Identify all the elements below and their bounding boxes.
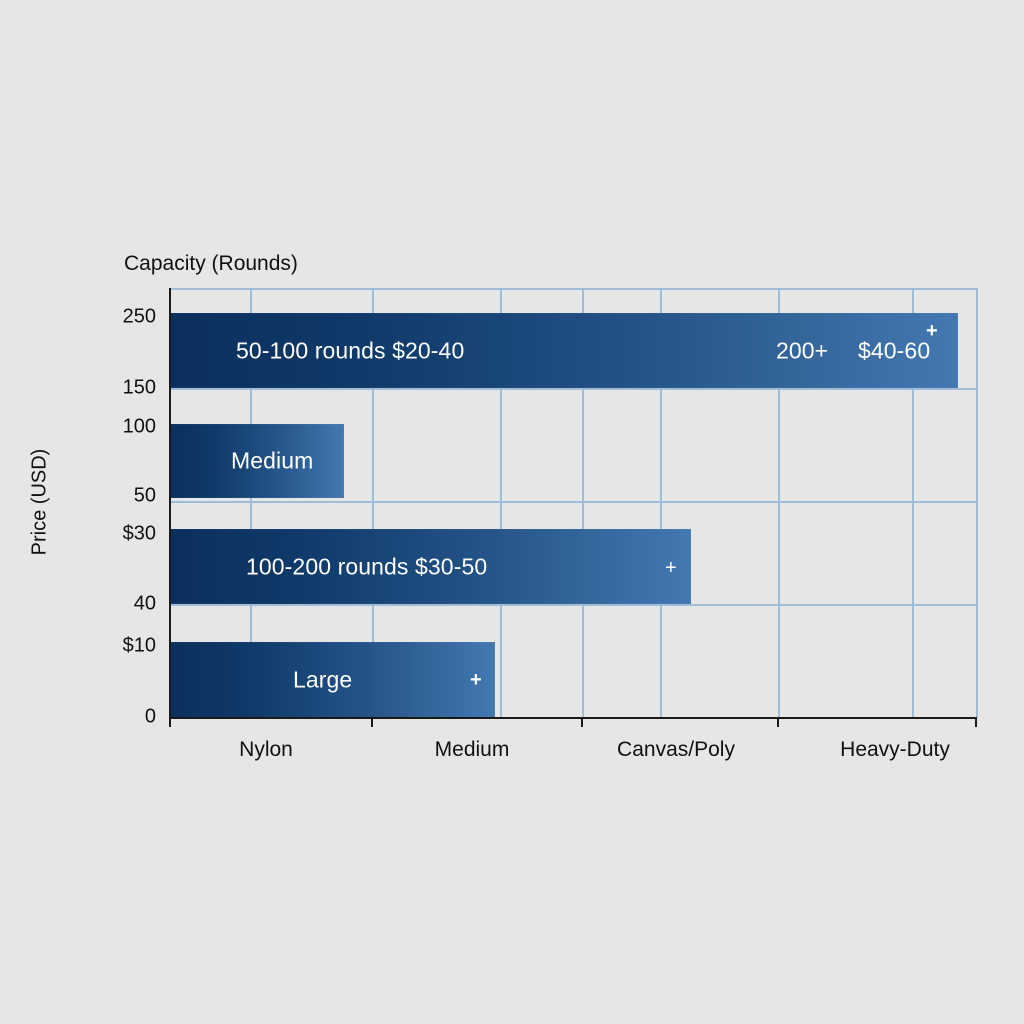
- x-tick-label: Heavy-Duty: [840, 738, 950, 761]
- x-tick-mark: [581, 719, 583, 727]
- bar-secondary-label: 200+: [776, 337, 829, 363]
- y-tick-label: $30: [122, 522, 156, 545]
- x-axis-line: [169, 717, 977, 719]
- bar-tertiary-label: $40-60: [858, 337, 931, 363]
- y-tick-label: $10: [122, 634, 156, 657]
- plus-icon: +: [926, 320, 938, 342]
- bar-1: 50-100 rounds $20-40 200+ $40-60 +: [170, 313, 958, 388]
- x-tick-mark: [371, 719, 373, 727]
- plot-area: 50-100 rounds $20-40 200+ $40-60 + Mediu…: [169, 288, 978, 727]
- gridline-horizontal: [170, 288, 977, 290]
- gridline-vertical: [912, 288, 914, 718]
- y-axis-line: [169, 288, 171, 718]
- x-tick-mark: [975, 719, 977, 727]
- y-tick-label: 50: [133, 484, 156, 507]
- bar-3: 100-200 rounds $30-50 +: [170, 529, 691, 604]
- gridline-vertical: [660, 288, 662, 718]
- x-tick-mark: [169, 719, 171, 727]
- x-tick-label: Canvas/Poly: [617, 738, 735, 761]
- gridline-vertical: [372, 288, 374, 718]
- bar-label: 100-200 rounds $30-50: [246, 553, 488, 579]
- gridline-horizontal: [170, 388, 977, 390]
- bar-label: 50-100 rounds $20-40: [236, 337, 465, 363]
- bar-2: Medium: [170, 424, 344, 498]
- y-tick-label: 150: [122, 376, 156, 399]
- y-tick-label: 0: [144, 705, 156, 728]
- y-axis-title: Capacity (Rounds): [124, 252, 298, 275]
- y-tick-label: 40: [133, 592, 156, 615]
- gridline-horizontal: [170, 501, 977, 503]
- gridline-vertical: [500, 288, 502, 718]
- plus-icon: +: [665, 557, 677, 579]
- x-tick-label: Nylon: [239, 738, 293, 761]
- x-tick-label: Medium: [434, 738, 510, 761]
- gridline-vertical: [582, 288, 584, 718]
- gridline-vertical: [250, 288, 252, 718]
- gridline-vertical: [778, 288, 780, 718]
- gridline-horizontal: [170, 604, 977, 606]
- gridline-vertical: [976, 288, 978, 718]
- y-tick-label: 250: [122, 305, 156, 328]
- x-tick-mark: [777, 719, 779, 727]
- bar-label: Medium: [231, 447, 314, 474]
- bar-4: Large +: [170, 642, 495, 718]
- y-tick-label: 100: [122, 415, 156, 438]
- bar-label: Large: [293, 666, 353, 693]
- plus-icon: +: [470, 669, 482, 691]
- y-axis-side-label: Price (USD): [28, 448, 51, 556]
